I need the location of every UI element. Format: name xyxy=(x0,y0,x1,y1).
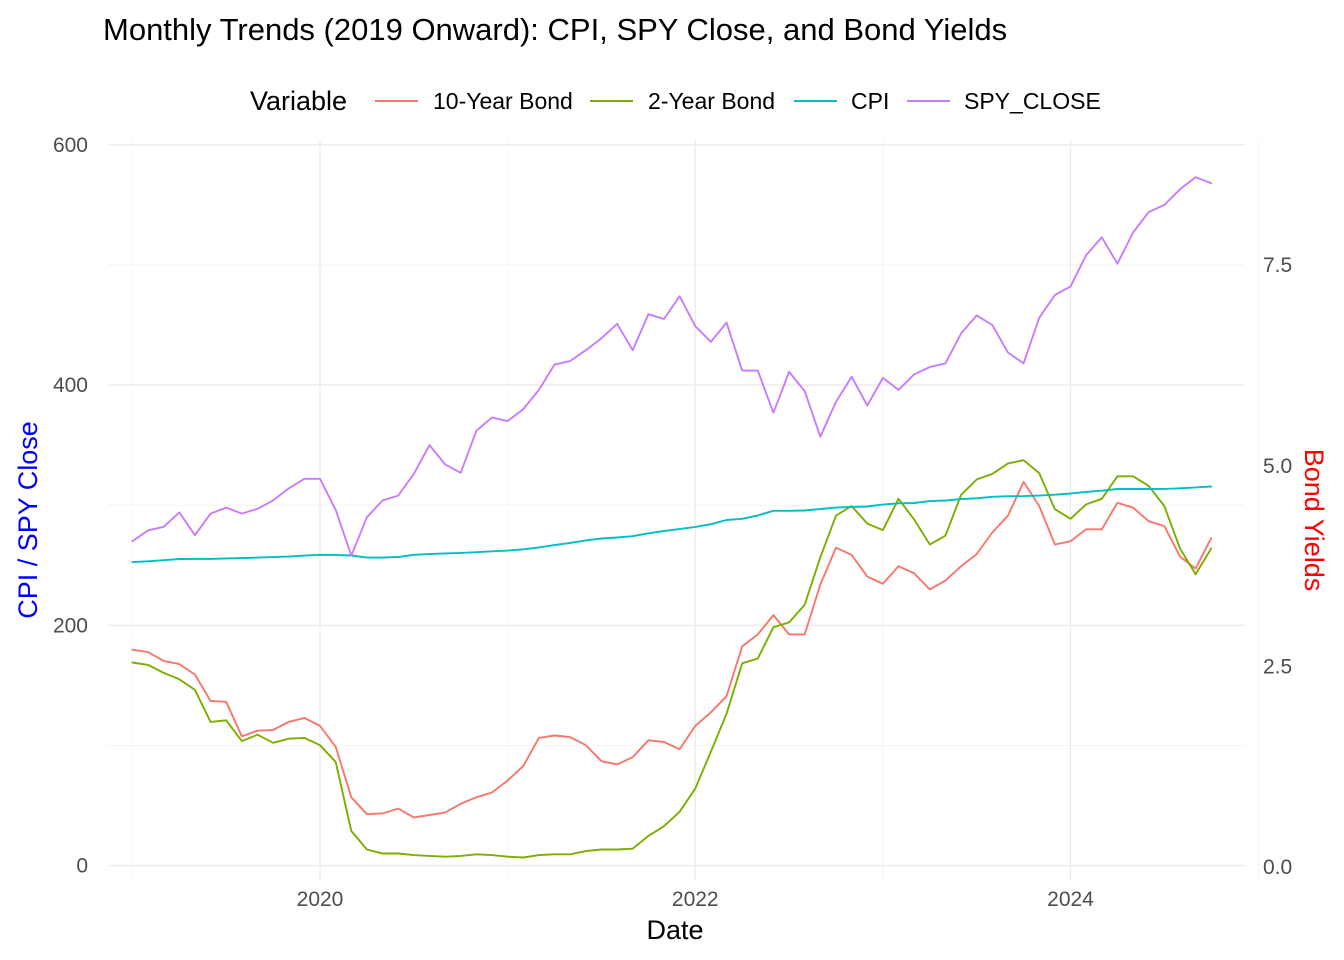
legend-item-10-year-bond: 10-Year Bond xyxy=(375,88,573,114)
y-right-tick-label: 0.0 xyxy=(1263,856,1292,879)
legend: Variable 10-Year Bond 2-Year Bond CPI SP… xyxy=(250,86,1101,116)
axes: 2020 2022 2024 0 200 400 600 0.0 2.5 5.0 7.5 Dat… xyxy=(13,134,1329,945)
legend-item-2-year-bond: 2-Year Bond xyxy=(590,88,775,114)
y-left-tick-label: 400 xyxy=(53,374,88,397)
chart-title: Monthly Trends (2019 Onward): CPI, SPY C… xyxy=(103,12,1007,47)
y-axis-left-ticks: 0 200 400 600 xyxy=(53,134,88,878)
y-axis-right-title: Bond Yields xyxy=(1299,449,1329,592)
x-axis-ticks: 2020 2022 2024 xyxy=(297,888,1095,911)
legend-label-2-year-bond: 2-Year Bond xyxy=(648,88,775,114)
series-line-spy-close xyxy=(131,176,1213,557)
y-axis-left-title: CPI / SPY Close xyxy=(13,421,43,619)
series-line-2-year-bond xyxy=(131,459,1213,859)
legend-label-cpi: CPI xyxy=(851,88,889,114)
legend-label-spy-close: SPY_CLOSE xyxy=(964,88,1101,114)
y-axis-right-ticks: 0.0 2.5 5.0 7.5 xyxy=(1263,254,1292,879)
y-right-tick-label: 5.0 xyxy=(1263,455,1292,478)
legend-item-cpi: CPI xyxy=(794,88,889,114)
x-tick-label: 2024 xyxy=(1047,888,1094,911)
legend-item-spy-close: SPY_CLOSE xyxy=(907,88,1101,114)
y-left-tick-label: 200 xyxy=(53,614,88,637)
plot-area xyxy=(108,140,1259,880)
y-right-tick-label: 2.5 xyxy=(1263,656,1292,679)
y-left-tick-label: 0 xyxy=(76,855,88,878)
series-line-10-year-bond xyxy=(131,480,1213,819)
x-tick-label: 2022 xyxy=(672,888,719,911)
legend-label-10-year-bond: 10-Year Bond xyxy=(433,88,573,114)
series-line-cpi xyxy=(131,485,1213,564)
y-right-tick-label: 7.5 xyxy=(1263,254,1292,277)
legend-title: Variable xyxy=(250,86,347,116)
x-axis-title: Date xyxy=(646,915,703,945)
series-layer xyxy=(131,176,1213,859)
x-tick-label: 2020 xyxy=(297,888,344,911)
y-left-tick-label: 600 xyxy=(53,134,88,157)
grid xyxy=(108,140,1259,880)
